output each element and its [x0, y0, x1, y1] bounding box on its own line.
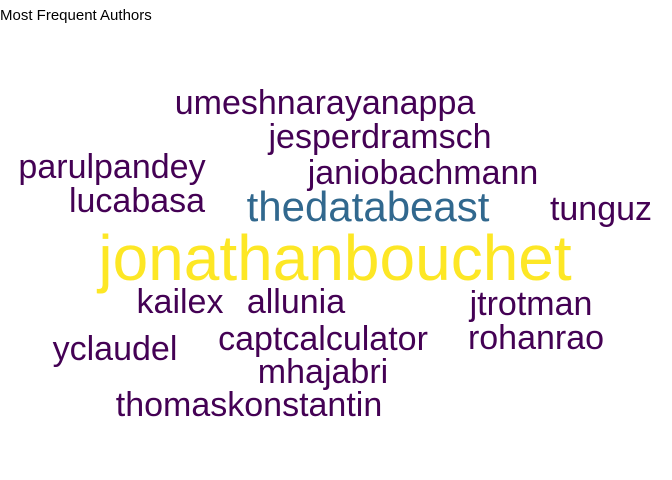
word-jonathanbouchet: jonathanbouchet [98, 222, 572, 294]
word-jesperdramsch: jesperdramsch [268, 118, 492, 156]
word-tunguz: tunguz [549, 190, 653, 228]
word-rohanrao: rohanrao [467, 319, 605, 357]
word-mhajabri: mhajabri [257, 353, 389, 391]
word-lucabasa: lucabasa [68, 182, 206, 220]
word-thedatabeast: thedatabeast [246, 183, 490, 230]
word-janiobachmann: janiobachmann [307, 154, 539, 192]
word-parulpandey: parulpandey [18, 148, 206, 186]
word-yclaudel: yclaudel [52, 330, 178, 368]
word-captcalculator: captcalculator [218, 320, 428, 358]
word-thomaskonstantin: thomaskonstantin [115, 386, 383, 424]
chart-title: Most Frequent Authors [0, 7, 152, 24]
word-umeshnarayanappa: umeshnarayanappa [174, 84, 476, 122]
word-allunia: allunia [246, 283, 346, 321]
word-kailex: kailex [136, 283, 224, 321]
word-jtrotman: jtrotman [469, 285, 593, 323]
